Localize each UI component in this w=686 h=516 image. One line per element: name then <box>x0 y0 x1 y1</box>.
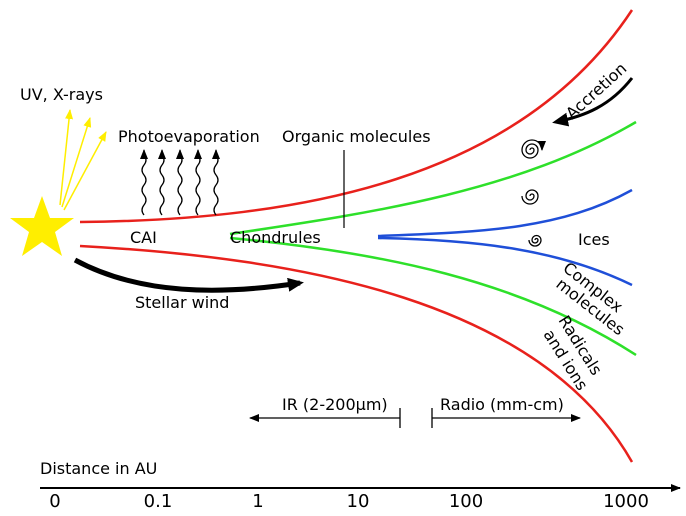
label: Photoevaporation <box>118 127 260 146</box>
green-lower <box>229 236 637 357</box>
label: Stellar wind <box>135 293 229 312</box>
spirals <box>521 139 546 247</box>
disk-surface-lower <box>79 244 634 463</box>
axis-tick-label: 0.1 <box>144 491 173 512</box>
axis-title: Distance in AU <box>40 459 157 478</box>
label: Radio (mm-cm) <box>440 395 564 414</box>
blue-lower <box>377 236 633 287</box>
blue-upper <box>377 188 633 238</box>
disk-surface-upper <box>79 9 634 224</box>
label: Ices <box>578 230 610 249</box>
radiation-arrows <box>59 109 107 211</box>
label: UV, X-rays <box>20 85 103 104</box>
label: IR (2-200μm) <box>282 395 388 414</box>
green-upper <box>229 120 637 236</box>
accretion-arrow <box>552 77 634 127</box>
stellar-wind-arrow <box>73 257 304 293</box>
axis-tick-label: 100 <box>449 491 483 512</box>
label: Chondrules <box>230 228 321 247</box>
label: CAI <box>130 228 157 247</box>
axis-tick-label: 1 <box>252 491 263 512</box>
axis-tick-label: 1000 <box>603 491 649 512</box>
star <box>10 196 74 256</box>
axis-tick-label: 0 <box>49 491 60 512</box>
photoevaporation-arrows <box>140 149 220 216</box>
range-arrows <box>249 408 581 428</box>
axis-tick-label: 10 <box>347 491 370 512</box>
label: Organic molecules <box>282 127 431 146</box>
